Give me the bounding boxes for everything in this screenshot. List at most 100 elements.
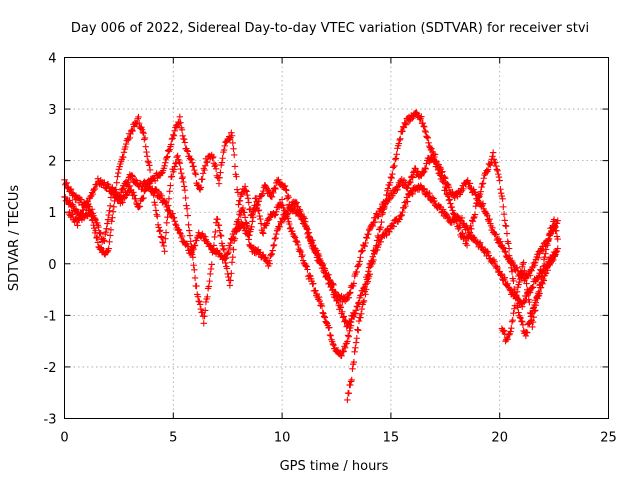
data-point-marker — [152, 207, 160, 214]
data-point-marker — [500, 203, 507, 211]
data-point-marker — [182, 194, 189, 202]
data-point-marker — [409, 115, 416, 122]
data-point-marker — [188, 159, 196, 166]
data-point-marker — [466, 180, 474, 187]
data-point-marker — [498, 270, 506, 278]
data-point-marker — [260, 187, 267, 195]
data-point-marker — [190, 245, 197, 253]
data-point-marker — [215, 180, 223, 187]
data-point-marker — [166, 207, 173, 215]
data-point-marker — [91, 185, 99, 193]
data-point-marker — [526, 309, 534, 317]
data-point-marker — [483, 210, 490, 218]
data-point-marker — [402, 121, 410, 128]
data-point-marker — [440, 179, 448, 186]
data-point-marker — [283, 187, 290, 194]
data-point-marker — [170, 131, 177, 138]
data-point-marker — [241, 209, 248, 216]
data-point-marker — [434, 166, 442, 174]
data-point-marker — [490, 156, 498, 163]
data-point-marker — [248, 223, 255, 231]
data-point-marker — [391, 162, 398, 170]
data-point-marker — [553, 248, 560, 255]
data-point-marker — [474, 200, 482, 207]
data-point-marker — [552, 249, 559, 256]
data-point-marker — [377, 224, 384, 231]
data-point-marker — [230, 246, 237, 253]
data-point-marker — [202, 298, 210, 306]
data-point-marker — [192, 171, 199, 178]
data-point-marker — [434, 163, 441, 170]
data-point-marker — [199, 176, 206, 183]
data-point-marker — [202, 162, 209, 170]
data-point-marker — [287, 224, 295, 232]
data-point-marker — [268, 193, 275, 200]
data-point-marker — [195, 297, 202, 305]
data-point-marker — [421, 123, 428, 131]
data-point-marker — [297, 213, 305, 220]
data-point-marker — [300, 218, 308, 225]
data-point-marker — [362, 291, 369, 298]
data-point-marker — [336, 302, 344, 310]
data-point-marker — [345, 294, 353, 301]
data-point-marker — [503, 222, 510, 230]
data-point-marker — [208, 261, 215, 268]
data-point-marker — [500, 327, 508, 334]
data-point-marker — [406, 117, 413, 125]
data-point-marker — [223, 265, 231, 272]
data-point-marker — [507, 258, 514, 265]
data-point-marker — [517, 268, 524, 275]
data-point-marker — [389, 170, 396, 178]
data-point-marker — [260, 230, 267, 237]
data-point-marker — [508, 325, 515, 332]
data-point-marker — [257, 220, 265, 227]
data-point-marker — [200, 320, 207, 327]
data-point-marker — [446, 196, 453, 203]
data-point-marker — [513, 264, 521, 272]
data-point-marker — [85, 203, 92, 210]
data-point-marker — [204, 158, 211, 166]
data-point-marker — [126, 182, 133, 190]
data-point-marker — [139, 128, 147, 136]
data-point-marker — [185, 221, 192, 228]
data-point-marker — [504, 336, 511, 343]
data-point-marker — [419, 120, 427, 127]
data-point-marker — [245, 199, 252, 206]
data-point-marker — [132, 195, 139, 202]
data-point-marker — [326, 324, 333, 331]
data-point-marker — [179, 173, 186, 181]
data-point-marker — [478, 183, 485, 191]
y-tick-label: -2 — [44, 361, 57, 376]
data-point-marker — [319, 309, 326, 316]
data-point-marker — [431, 197, 438, 205]
data-point-marker — [347, 378, 355, 385]
data-point-marker — [500, 276, 508, 283]
data-point-marker — [102, 229, 110, 236]
data-point-marker — [131, 176, 139, 184]
data-point-marker — [386, 228, 393, 236]
data-point-marker — [243, 227, 250, 234]
data-point-marker — [165, 195, 173, 203]
data-point-marker — [386, 179, 394, 186]
data-point-marker — [505, 245, 513, 252]
data-point-marker — [533, 294, 540, 301]
data-point-marker — [342, 344, 349, 352]
data-point-marker — [424, 134, 432, 142]
data-point-marker — [404, 198, 411, 205]
data-point-marker — [67, 185, 75, 193]
data-point-marker — [463, 224, 471, 231]
data-point-marker — [497, 186, 504, 193]
data-point-marker — [344, 396, 351, 404]
data-point-marker — [502, 249, 509, 256]
data-point-marker — [73, 195, 81, 202]
data-point-marker — [140, 129, 147, 137]
data-point-marker — [184, 148, 192, 155]
data-point-marker — [350, 280, 358, 287]
data-point-marker — [101, 237, 108, 245]
data-point-marker — [77, 211, 84, 219]
data-point-marker — [352, 344, 359, 352]
data-point-marker — [67, 186, 74, 194]
data-point-marker — [217, 232, 225, 240]
data-point-marker — [153, 211, 160, 218]
data-point-marker — [495, 170, 502, 178]
